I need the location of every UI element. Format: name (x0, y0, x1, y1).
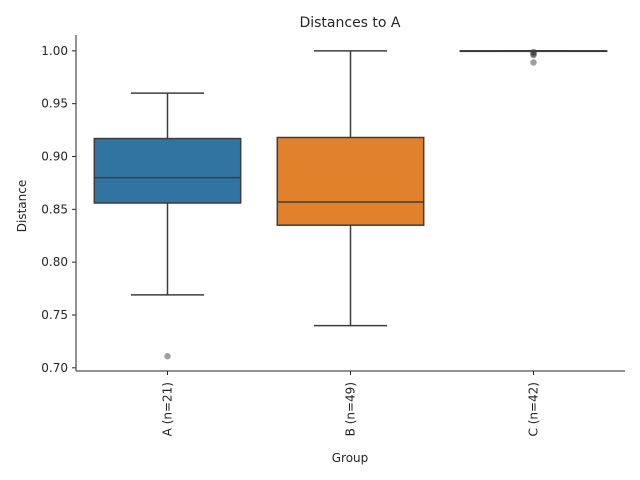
y-tick-label: 0.85 (41, 202, 68, 216)
x-tick-label: B (n=49) (344, 382, 358, 436)
outlier-point (530, 51, 537, 59)
x-axis: A (n=21) B (n=49) C (n=42) (76, 370, 625, 437)
y-tick-label: 0.90 (41, 150, 68, 164)
x-tick-label: A (n=21) (161, 382, 175, 436)
box-iqr (93, 137, 242, 204)
box-b (276, 50, 425, 327)
box-iqr (276, 136, 425, 226)
outlier-point (164, 353, 171, 360)
box-a (93, 92, 242, 360)
x-axis-label: Group (332, 451, 369, 465)
y-tick-label: 0.95 (41, 97, 68, 111)
y-tick-label: 0.70 (41, 361, 68, 375)
box-c (459, 48, 608, 66)
y-axis: 0.70 0.75 0.80 0.85 0.90 0.95 1.00 (41, 35, 77, 375)
y-axis-label: Distance (15, 180, 29, 232)
y-tick-label: 1.00 (41, 44, 68, 58)
x-tick-label: C (n=42) (527, 382, 541, 437)
outlier-point (530, 59, 537, 66)
box-group (93, 48, 608, 360)
y-tick-label: 0.75 (41, 308, 68, 322)
y-tick-label: 0.80 (41, 255, 68, 269)
chart-title: Distances to A (299, 15, 400, 31)
